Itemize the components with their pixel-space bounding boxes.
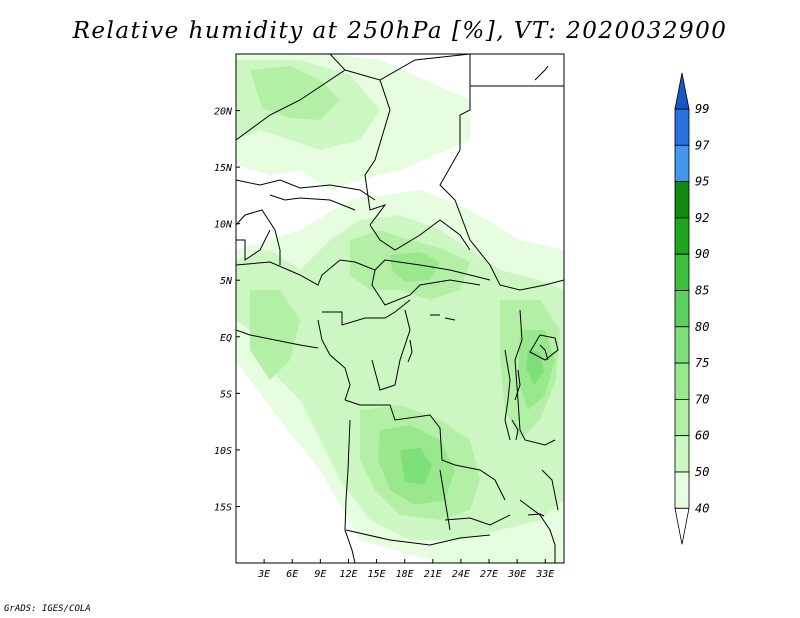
lon-tick-label: 3E (257, 569, 270, 580)
colorbar-label: 90 (695, 247, 709, 261)
colorbar-label: 70 (695, 392, 709, 406)
lon-tick-label: 12E (339, 569, 357, 580)
humidity-band-80 (400, 350, 544, 485)
colorbar-segment (674, 290, 690, 328)
lon-tick-label: 18E (396, 569, 414, 580)
lon-tick-label: 21E (424, 569, 442, 580)
lon-tick-label: 9E (314, 569, 326, 580)
lon-tick-label: 15E (368, 569, 386, 580)
colorbar-segment (674, 144, 690, 183)
humidity-band-60 (236, 60, 564, 540)
colorbar-label: 95 (695, 175, 709, 189)
colorbar-segment (674, 181, 690, 219)
colorbar-label: 80 (695, 320, 709, 334)
colorbar-segment (674, 362, 690, 400)
colorbar-segment (674, 471, 690, 509)
credit-label: GrADS: IGES/COLA (4, 604, 91, 614)
colorbar-segment (674, 326, 690, 364)
colorbar-label: 50 (695, 465, 709, 479)
colorbar-segment (674, 253, 690, 291)
humidity-band-75 (378, 252, 555, 505)
lat-tick-label: 20N (214, 107, 233, 118)
colorbar-label: 92 (695, 211, 709, 225)
lon-tick-label: 6E (286, 569, 298, 580)
colorbar-label: 75 (695, 356, 709, 370)
lat-tick-label: 5N (220, 276, 233, 287)
map-frame (235, 53, 565, 564)
lat-tick-label: 15S (214, 502, 232, 513)
lon-tick-label: 27E (480, 569, 498, 580)
colorbar-segment (674, 217, 690, 255)
lat-tick-label: 5S (220, 389, 232, 400)
lon-tick-label: 30E (507, 569, 526, 580)
lat-tick-label: 10S (214, 446, 232, 457)
lat-tick-label: 10N (214, 220, 233, 231)
colorbar-label: 40 (695, 501, 709, 515)
colorbar-segment (674, 435, 690, 473)
colorbar-label: 60 (695, 429, 709, 443)
latitude-axis: 20N 15N 10N 5N EQ 5S 10S 15S (214, 107, 240, 513)
chart-title: Relative humidity at 250hPa [%], VT: 202… (72, 18, 728, 44)
colorbar-label: 85 (695, 284, 709, 298)
colorbar-label: 99 (695, 102, 709, 116)
lat-tick-label: EQ (220, 333, 232, 344)
colorbar-segment (674, 108, 690, 146)
colorbar-label: 97 (695, 138, 710, 152)
colorbar-segment (674, 398, 690, 437)
longitude-axis: 3E 6E 9E 12E 15E 18E 21E 24E 27E 30E 33E (257, 559, 554, 580)
colorbar-top-arrow (674, 72, 690, 110)
colorbar-bottom-arrow (674, 507, 690, 545)
lat-tick-label: 15N (214, 163, 233, 174)
colorbar: 99 97 95 92 90 85 80 75 70 60 50 40 (674, 72, 710, 545)
lon-tick-label: 33E (535, 569, 554, 580)
country-boundaries (236, 54, 564, 563)
lon-tick-label: 24E (452, 569, 470, 580)
